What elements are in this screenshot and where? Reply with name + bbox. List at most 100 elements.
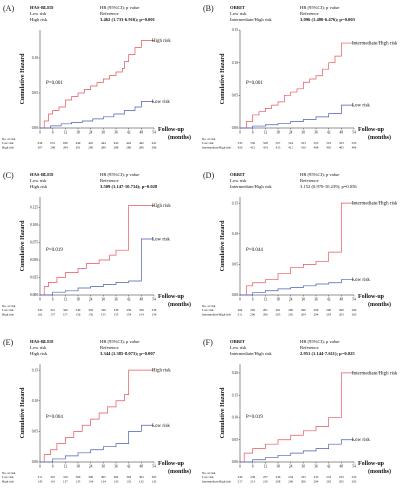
x-tick-label: 0 [239, 465, 241, 469]
score-name: HAS-BLED [30, 5, 54, 10]
series-annotation: High risk [152, 39, 171, 44]
y-tick-label: 0.15 [232, 393, 238, 397]
km-curve-high-risk [40, 369, 154, 463]
at-risk-title: No. at risk [2, 471, 16, 475]
x-axis-label-units: (months) [368, 134, 391, 141]
at-risk-count: 523 [301, 141, 306, 145]
km-curve-low-risk [240, 279, 354, 296]
y-tick-label: 0.05 [232, 438, 238, 442]
stat-header: HR (95%CI); p value [100, 339, 139, 344]
km-chart-svg: (D) ORBIT HR (95%CI); p value Low risk Refer… [202, 171, 398, 317]
at-risk-count: 343 [38, 308, 43, 312]
x-tick-label: 42 [127, 465, 131, 469]
x-tick-label: 54 [152, 298, 156, 302]
x-tick-label: 36 [114, 131, 118, 135]
at-risk-group: Intermediate/High risk [202, 146, 231, 150]
at-risk-count: 145 [38, 480, 43, 484]
at-risk-count: 444 [101, 141, 106, 145]
score-name: ORBIT [230, 339, 245, 344]
stat-row-value: Reference [100, 11, 119, 16]
km-curve-intermediate-high-risk [240, 202, 354, 296]
x-tick-label: 36 [314, 465, 318, 469]
y-tick-label: 0.050 [30, 258, 38, 262]
panel-label: (B) [203, 4, 214, 13]
y-tick-label: 0.10 [232, 232, 238, 236]
at-risk-title: No. at risk [2, 137, 16, 141]
km-panel: (C) HAS-BLED HR (95%CI); p value Low risk Re… [0, 167, 200, 333]
km-curve-intermediate-high-risk [240, 42, 354, 129]
panel-label: (E) [3, 338, 14, 347]
y-tick-label: 0.10 [32, 56, 38, 60]
x-tick-label: 42 [127, 298, 131, 302]
at-risk-count: 157 [63, 313, 68, 317]
x-tick-label: 48 [140, 465, 144, 469]
stat-row-value: Reference [300, 178, 319, 183]
y-axis-label: Cumulative Hazard [20, 220, 26, 271]
x-tick-label: 0 [39, 298, 41, 302]
at-risk-group: Low risk [2, 141, 14, 145]
x-tick-label: 48 [340, 298, 344, 302]
at-risk-group: High risk [2, 480, 14, 484]
y-tick-label: 0.10 [232, 416, 238, 420]
at-risk-count: 202 [326, 480, 331, 484]
x-tick-label: 24 [89, 465, 93, 469]
at-risk-count: 441 [152, 141, 157, 145]
p-value-label: P=0.044 [246, 248, 263, 253]
at-risk-count: 405 [326, 146, 331, 150]
stat-row-value: 3.096 (1.480-6.476); p=0.003 [300, 17, 356, 22]
y-tick-label: 0.00 [32, 460, 38, 464]
x-tick-label: 6 [252, 131, 254, 135]
at-risk-count: 208 [276, 480, 281, 484]
at-risk-count: 132 [126, 480, 131, 484]
at-risk-count: 311 [38, 475, 43, 479]
km-chart-svg: (A) HAS-BLED HR (95%CI); p value Low risk Re… [2, 4, 191, 150]
at-risk-count: 290 [352, 308, 357, 312]
km-panel: (E) HAS-BLED HR (95%CI); p value Low risk Re… [0, 334, 200, 500]
at-risk-count: 528 [263, 141, 268, 145]
p-value-label: P=0.004 [46, 415, 63, 420]
y-axis-label: Cumulative Hazard [220, 53, 226, 104]
at-risk-count: 414 [263, 146, 268, 150]
x-axis-label-units: (months) [168, 134, 191, 141]
at-risk-count: 634 [38, 141, 43, 145]
at-risk-count: 162 [38, 313, 43, 317]
at-risk-count: 135 [76, 480, 81, 484]
at-risk-group: Low risk [202, 308, 214, 312]
at-risk-count: 523 [352, 141, 357, 145]
x-tick-label: 6 [252, 465, 254, 469]
at-risk-count: 339 [126, 308, 131, 312]
km-panel: (A) HAS-BLED HR (95%CI); p value Low risk Re… [0, 0, 200, 166]
at-risk-count: 443 [114, 141, 119, 145]
y-tick-label: 0.000 [30, 293, 38, 297]
at-risk-count: 310 [50, 475, 55, 479]
at-risk-count: 206 [288, 480, 293, 484]
at-risk-count: 210 [263, 480, 268, 484]
panel-label: (C) [3, 171, 14, 180]
stat-row-group: Low risk [230, 178, 247, 183]
km-curve-low-risk [40, 101, 154, 129]
at-risk-count: 339 [88, 308, 93, 312]
y-tick-label: 0.00 [232, 293, 238, 297]
at-risk-count: 289 [101, 146, 106, 150]
stat-row-group: Low risk [30, 178, 47, 183]
at-risk-count: 303 [126, 475, 131, 479]
x-tick-label: 18 [76, 298, 80, 302]
y-tick-label: 0.125 [30, 206, 38, 210]
at-risk-count: 286 [126, 146, 131, 150]
km-panel: (D) ORBIT HR (95%CI); p value Low risk Refer… [200, 167, 400, 333]
x-tick-label: 36 [314, 298, 318, 302]
x-tick-label: 36 [114, 465, 118, 469]
at-risk-count: 141 [50, 480, 55, 484]
x-axis-label-units: (months) [368, 301, 391, 308]
at-risk-count: 413 [276, 146, 281, 150]
x-tick-label: 48 [140, 131, 144, 135]
at-risk-count: 237 [263, 475, 268, 479]
at-risk-count: 408 [314, 146, 319, 150]
x-axis-label: Follow-up [358, 127, 385, 133]
x-tick-label: 0 [239, 131, 241, 135]
at-risk-count: 420 [238, 146, 243, 150]
score-name: ORBIT [230, 172, 245, 177]
series-annotation: Intermediate/High risk [352, 202, 398, 207]
panel-label: (A) [3, 4, 14, 13]
at-risk-group: Low risk [202, 475, 214, 479]
